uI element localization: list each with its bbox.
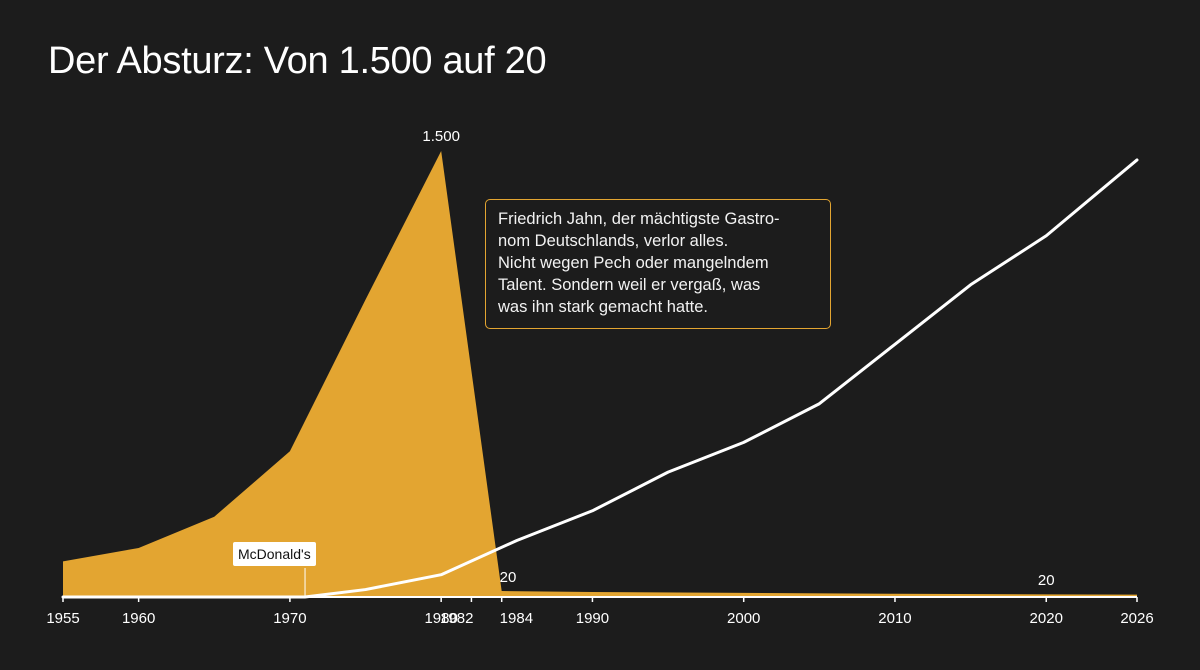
x-tick-label: 1980 — [424, 610, 457, 627]
data-label: 20 — [500, 569, 517, 586]
x-tick-label: 1984 — [500, 610, 533, 627]
x-tick-label: 1955 — [46, 610, 79, 627]
annotation-line: Friedrich Jahn, der mächtigste Gastro- — [498, 210, 780, 228]
annotation-line: Talent. Sondern weil er vergaß, was — [498, 276, 761, 294]
x-tick-label: 2010 — [878, 610, 911, 627]
annotation-box: Friedrich Jahn, der mächtigste Gastro- n… — [485, 199, 831, 329]
data-label: 20 — [1038, 572, 1055, 589]
x-tick-label: 1982 — [440, 610, 473, 627]
x-tick-label: 2020 — [1030, 610, 1063, 627]
data-label: 1.500 — [422, 128, 460, 145]
trend-line — [61, 158, 1139, 599]
chart-title: Der Absturz: Von 1.500 auf 20 — [48, 40, 547, 82]
annotation-line: Nicht wegen Pech oder mangelndem — [498, 254, 769, 272]
x-tick-label: 2026 — [1120, 610, 1153, 627]
x-tick-label: 1990 — [576, 610, 609, 627]
x-tick-label: 2000 — [727, 610, 760, 627]
restaurant-count-area — [63, 151, 1137, 597]
annotation-line: nom Deutschlands, verlor alles. — [498, 232, 729, 250]
mcdonalds-marker-label: McDonald's — [233, 542, 316, 566]
annotation-line: was ihn stark gemacht hatte. — [498, 298, 709, 316]
x-tick-label: 1970 — [273, 610, 306, 627]
x-tick-label: 1960 — [122, 610, 155, 627]
